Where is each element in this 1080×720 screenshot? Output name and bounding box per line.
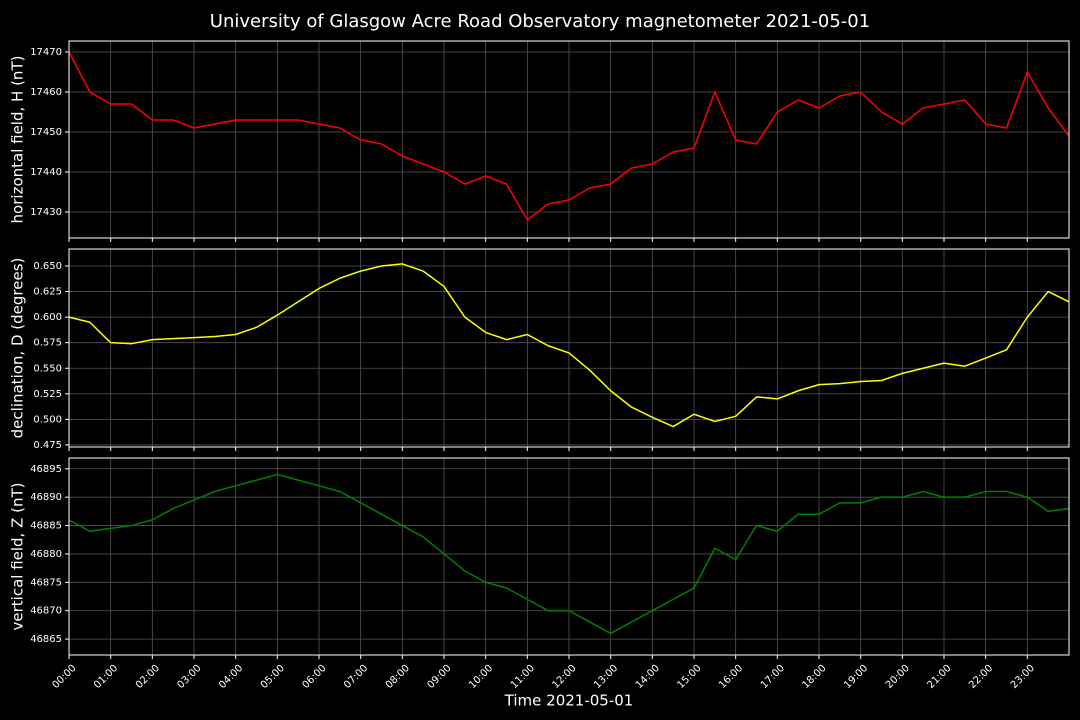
y-axis-label: declination, D (degrees) xyxy=(9,258,27,439)
axes-frame xyxy=(68,457,1070,656)
chart-title: University of Glasgow Acre Road Observat… xyxy=(210,11,870,32)
data-line xyxy=(68,263,1070,428)
axes-frame xyxy=(68,40,1070,239)
y-tick-label: 0.650 xyxy=(33,261,62,272)
y-tick-label: 0.525 xyxy=(33,389,62,400)
y-tick-label: 46865 xyxy=(30,634,62,645)
y-tick-label: 46875 xyxy=(30,577,62,588)
y-tick-label: 46895 xyxy=(30,464,62,475)
y-tick-label: 0.600 xyxy=(33,312,62,323)
y-tick-label: 17430 xyxy=(30,207,62,218)
y-tick-label: 46885 xyxy=(30,521,62,532)
y-axis-label: horizontal field, H (nT) xyxy=(9,56,27,224)
y-axis-label: vertical field, Z (nT) xyxy=(9,482,27,630)
y-tick-label: 0.550 xyxy=(33,363,62,374)
data-line xyxy=(68,473,1070,635)
y-tick-label: 0.575 xyxy=(33,338,62,349)
y-tick-label: 17470 xyxy=(30,47,62,58)
y-tick-label: 46870 xyxy=(30,606,62,617)
x-axis-label: Time 2021-05-01 xyxy=(504,692,634,710)
y-tick-label: 0.500 xyxy=(33,414,62,425)
y-tick-label: 46880 xyxy=(30,549,62,560)
y-tick-label: 17440 xyxy=(30,167,62,178)
y-tick-label: 0.475 xyxy=(33,440,62,451)
y-tick-label: 46890 xyxy=(30,492,62,503)
y-tick-label: 0.625 xyxy=(33,287,62,298)
axes-frame xyxy=(68,248,1070,448)
y-tick-label: 17450 xyxy=(30,127,62,138)
data-line xyxy=(68,51,1070,221)
y-tick-label: 17460 xyxy=(30,87,62,98)
